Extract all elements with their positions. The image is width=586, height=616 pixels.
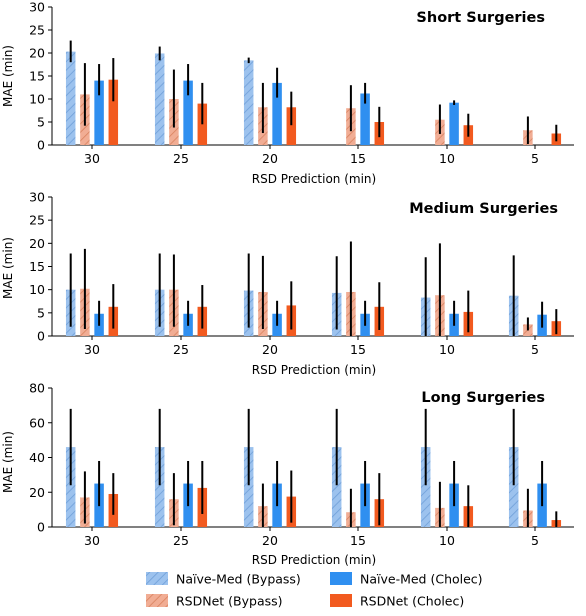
y-tick-label: 30 <box>29 190 45 205</box>
x-tick-label: 5 <box>531 342 539 357</box>
bar-naive-bypass <box>65 51 76 146</box>
x-axis-label: RSD Prediction (min) <box>252 172 376 186</box>
x-axis-label: RSD Prediction (min) <box>252 363 376 377</box>
y-tick-label: 20 <box>29 485 45 500</box>
x-tick-label: 25 <box>173 533 189 548</box>
y-tick-label: 80 <box>29 381 45 396</box>
panel-medium-surgeries: Medium Surgeries MAE (min) RSD Predictio… <box>1 190 574 377</box>
x-tick-label: 10 <box>439 533 455 548</box>
x-tick-label: 5 <box>531 533 539 548</box>
panel-title: Medium Surgeries <box>409 201 558 217</box>
legend-label-rsdnet-bypass: RSDNet (Bypass) <box>176 594 283 609</box>
y-tick-label: 25 <box>29 23 45 38</box>
x-tick-label: 25 <box>173 151 189 166</box>
x-tick-label: 15 <box>350 533 366 548</box>
legend-label-naive-cholec: Naïve-Med (Cholec) <box>360 572 483 587</box>
y-tick-label: 15 <box>29 259 45 274</box>
bar-naive-cholec <box>272 82 282 145</box>
x-tick-label: 30 <box>84 533 100 548</box>
x-tick-label: 15 <box>350 342 366 357</box>
bar-naive-bypass <box>154 53 165 145</box>
panel-long-surgeries: Long Surgeries MAE (min) RSD Prediction … <box>1 381 574 567</box>
bar-naive-cholec <box>183 80 193 145</box>
legend-label-rsdnet-cholec: RSDNet (Cholec) <box>360 594 464 609</box>
y-tick-label: 10 <box>29 92 45 107</box>
x-tick-label: 20 <box>262 342 278 357</box>
x-tick-label: 10 <box>439 151 455 166</box>
y-tick-label: 40 <box>29 450 45 465</box>
y-tick-label: 25 <box>29 213 45 228</box>
bar-naive-bypass <box>65 447 76 527</box>
panel-short-surgeries: Short Surgeries MAE (min) RSD Prediction… <box>1 0 574 186</box>
y-tick-label: 30 <box>29 0 45 15</box>
y-tick-label: 15 <box>29 69 45 84</box>
panel-title: Long Surgeries <box>421 390 545 406</box>
bar-rsdnet-cholec <box>108 79 119 145</box>
y-tick-label: 0 <box>37 520 45 535</box>
x-tick-label: 10 <box>439 342 455 357</box>
y-tick-label: 5 <box>37 115 45 130</box>
y-tick-label: 0 <box>37 329 45 344</box>
y-tick-label: 5 <box>37 305 45 320</box>
legend-swatch-rsdnet-bypass <box>146 594 168 607</box>
x-tick-label: 5 <box>531 151 539 166</box>
x-tick-label: 30 <box>84 342 100 357</box>
x-axis-label: RSD Prediction (min) <box>252 553 376 567</box>
bar-naive-bypass <box>243 447 254 527</box>
legend-swatch-naive-cholec <box>330 572 352 585</box>
panel-title: Short Surgeries <box>416 10 545 26</box>
x-tick-label: 20 <box>262 533 278 548</box>
y-tick-label: 10 <box>29 282 45 297</box>
bar-naive-bypass <box>331 447 342 527</box>
legend: Naïve-Med (Bypass) RSDNet (Bypass) Naïve-M… <box>146 572 483 609</box>
y-axis-label: MAE (min) <box>1 45 15 107</box>
y-tick-label: 20 <box>29 46 45 61</box>
x-tick-label: 20 <box>262 151 278 166</box>
bar-naive-bypass <box>508 447 519 527</box>
y-axis-label: MAE (min) <box>1 237 15 299</box>
y-tick-label: 0 <box>37 138 45 153</box>
x-tick-label: 25 <box>173 342 189 357</box>
x-tick-label: 30 <box>84 151 100 166</box>
legend-swatch-naive-bypass <box>146 572 168 585</box>
y-tick-label: 20 <box>29 236 45 251</box>
bar-naive-bypass <box>420 447 431 527</box>
bar-naive-cholec <box>360 93 370 145</box>
legend-label-naive-bypass: Naïve-Med (Bypass) <box>176 572 301 587</box>
bar-naive-cholec <box>94 80 104 145</box>
bar-naive-bypass <box>154 447 165 527</box>
bar-naive-bypass <box>243 60 254 145</box>
y-tick-label: 60 <box>29 415 45 430</box>
bar-rsdnet-cholec <box>286 107 297 145</box>
bar-naive-cholec <box>449 102 459 145</box>
legend-swatch-rsdnet-cholec <box>330 594 352 607</box>
y-axis-label: MAE (min) <box>1 431 15 493</box>
x-tick-label: 15 <box>350 151 366 166</box>
